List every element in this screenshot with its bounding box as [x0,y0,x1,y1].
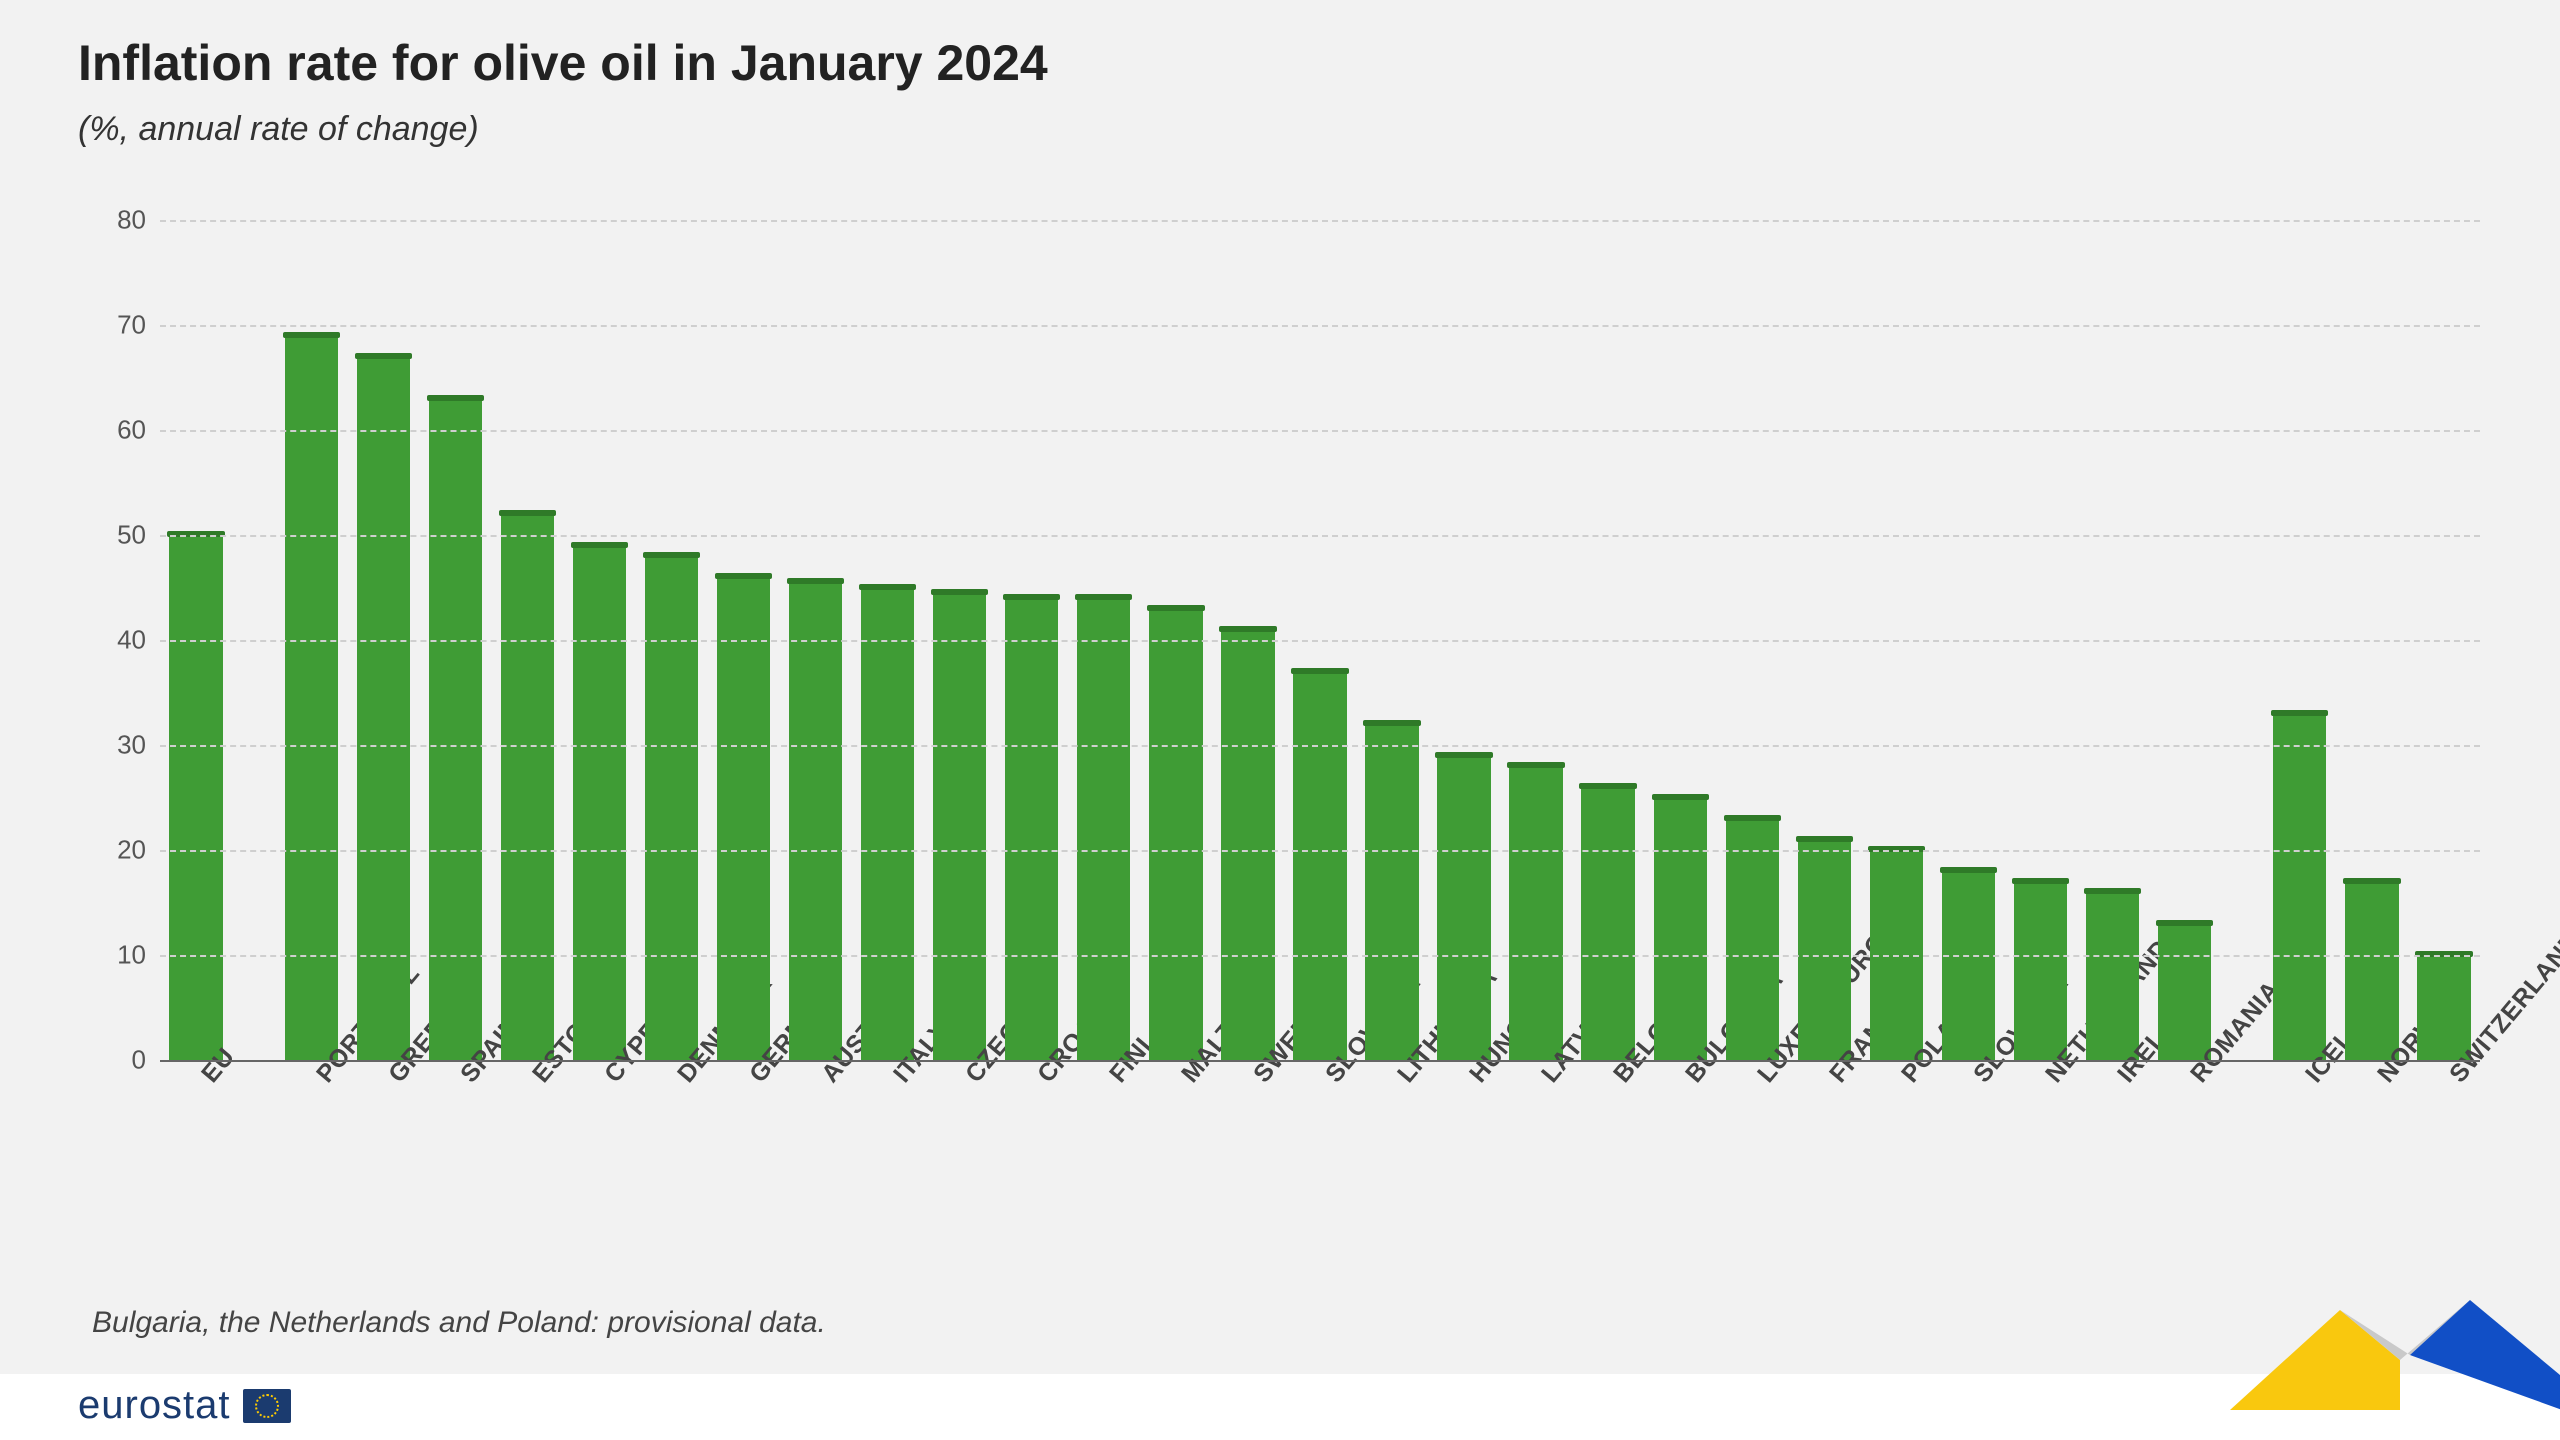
bar [1221,630,1274,1061]
bar [1077,598,1130,1060]
bar-cap [2271,710,2328,716]
bar-cap [2343,878,2400,884]
eurostat-logo: eurostat [78,1383,291,1428]
bar-cap [1652,794,1709,800]
bar-cap [643,552,700,558]
bar [1149,609,1202,1061]
bar-cap [499,510,556,516]
bar-cap [787,578,844,584]
bar-cap [1291,668,1348,674]
bar-cap [571,542,628,548]
bar-cap [355,353,412,359]
gridline [160,220,2480,222]
y-tick-label: 60 [117,415,160,446]
gridline [160,430,2480,432]
bar-cap [1147,605,1204,611]
bar [429,399,482,1061]
bar [2273,714,2326,1061]
bar [2086,892,2139,1060]
bar-cap [859,584,916,590]
bar [169,535,222,1060]
bar-cap [1796,836,1853,842]
bar [1581,787,1634,1060]
bar-cap [1579,783,1636,789]
bar-cap [1940,867,1997,873]
bar [1654,798,1707,1061]
bar-cap [1003,594,1060,600]
bar-cap [427,395,484,401]
bar-cap [1075,594,1132,600]
y-tick-label: 20 [117,835,160,866]
bar-cap [1435,752,1492,758]
bar [1942,871,1995,1060]
footer-bar [0,1374,2560,1440]
bar [1798,840,1851,1061]
bar [1365,724,1418,1060]
bar-cap [1219,626,1276,632]
bar [285,336,338,1061]
y-tick-label: 80 [117,205,160,236]
bar [2158,924,2211,1061]
eurostat-logo-text: eurostat [78,1383,231,1428]
bar-cap [1724,815,1781,821]
y-tick-label: 30 [117,730,160,761]
y-tick-label: 40 [117,625,160,656]
bar-cap [1507,762,1564,768]
chart-area: EUPORTUGALGREECESPAINESTONIACYPRUSDENMAR… [100,220,2480,1090]
bar-cap [2156,920,2213,926]
eu-flag-icon [243,1389,291,1423]
bar [933,593,986,1060]
bar [1293,672,1346,1061]
bar-cap [715,573,772,579]
gridline [160,955,2480,957]
bar [789,582,842,1060]
gridline [160,535,2480,537]
gridline [160,640,2480,642]
bar [645,556,698,1060]
y-tick-label: 50 [117,520,160,551]
bar [2345,882,2398,1061]
chart-title: Inflation rate for olive oil in January … [78,34,1048,92]
bar [1726,819,1779,1061]
y-tick-label: 10 [117,940,160,971]
chart-subtitle: (%, annual rate of change) [78,110,479,149]
bar-cap [931,589,988,595]
bar-cap [2012,878,2069,884]
wave-icon [2220,1240,2560,1420]
gridline [160,1060,2480,1062]
bar-cap [1363,720,1420,726]
bar [2014,882,2067,1061]
bar [501,514,554,1060]
gridline [160,850,2480,852]
bar [717,577,770,1060]
bar [1437,756,1490,1061]
bar [573,546,626,1061]
bar [1509,766,1562,1060]
y-tick-label: 0 [132,1045,160,1076]
bar-cap [283,332,340,338]
bar [1005,598,1058,1060]
plot-region: EUPORTUGALGREECESPAINESTONIACYPRUSDENMAR… [160,220,2480,1060]
y-tick-label: 70 [117,310,160,341]
gridline [160,325,2480,327]
footnote: Bulgaria, the Netherlands and Poland: pr… [92,1306,826,1340]
bar [2417,955,2470,1060]
bar [861,588,914,1061]
bar-cap [2084,888,2141,894]
gridline [160,745,2480,747]
